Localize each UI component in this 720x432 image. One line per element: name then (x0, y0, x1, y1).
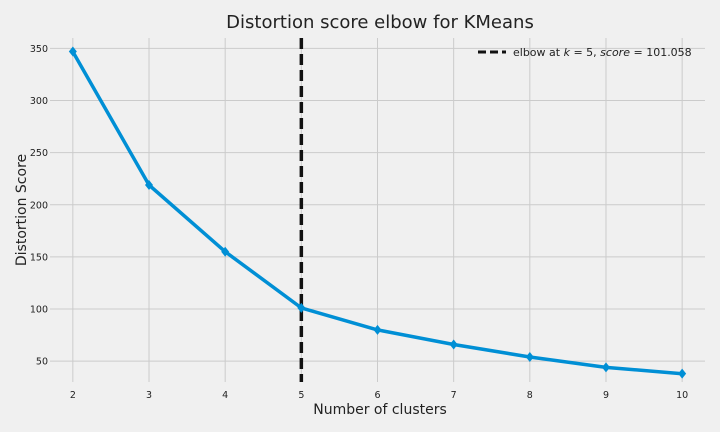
x-tick-label: 7 (451, 390, 457, 401)
data-point (678, 368, 687, 379)
x-tick-label: 9 (603, 390, 609, 401)
x-tick-label: 6 (374, 390, 380, 401)
x-tick-label: 3 (146, 390, 152, 401)
y-tick-label: 200 (30, 200, 48, 211)
x-tick-label: 2 (70, 390, 76, 401)
x-axis-label: Number of clusters (313, 402, 447, 418)
data-point (601, 362, 610, 373)
data-point (525, 351, 534, 362)
y-axis-label: Distortion Score (14, 154, 30, 266)
data-point (145, 179, 154, 190)
y-tick-label: 350 (30, 44, 48, 55)
data-point (449, 339, 458, 350)
y-tick-label: 150 (30, 252, 48, 263)
data-point (68, 46, 77, 57)
data-point (297, 302, 306, 313)
grid (50, 38, 705, 382)
x-tick-label: 10 (676, 390, 688, 401)
y-tick-label: 100 (30, 305, 48, 316)
y-tick-label: 50 (36, 357, 48, 368)
chart-title: Distortion score elbow for KMeans (226, 12, 534, 33)
x-tick-label: 5 (298, 390, 304, 401)
data-point (221, 246, 230, 257)
legend-label: elbow at k = 5, score = 101.058 (513, 46, 692, 59)
data-point (373, 324, 382, 335)
series-markers (68, 46, 687, 379)
x-tick-label: 4 (222, 390, 228, 401)
legend: elbow at k = 5, score = 101.058 (478, 46, 692, 59)
y-tick-label: 300 (30, 96, 48, 107)
x-tick-labels: 2 3 4 5 6 7 8 9 10 (70, 390, 688, 401)
y-tick-label: 250 (30, 148, 48, 159)
y-tick-labels: 50 100 150 200 250 300 350 (30, 44, 48, 368)
x-tick-label: 8 (527, 390, 533, 401)
